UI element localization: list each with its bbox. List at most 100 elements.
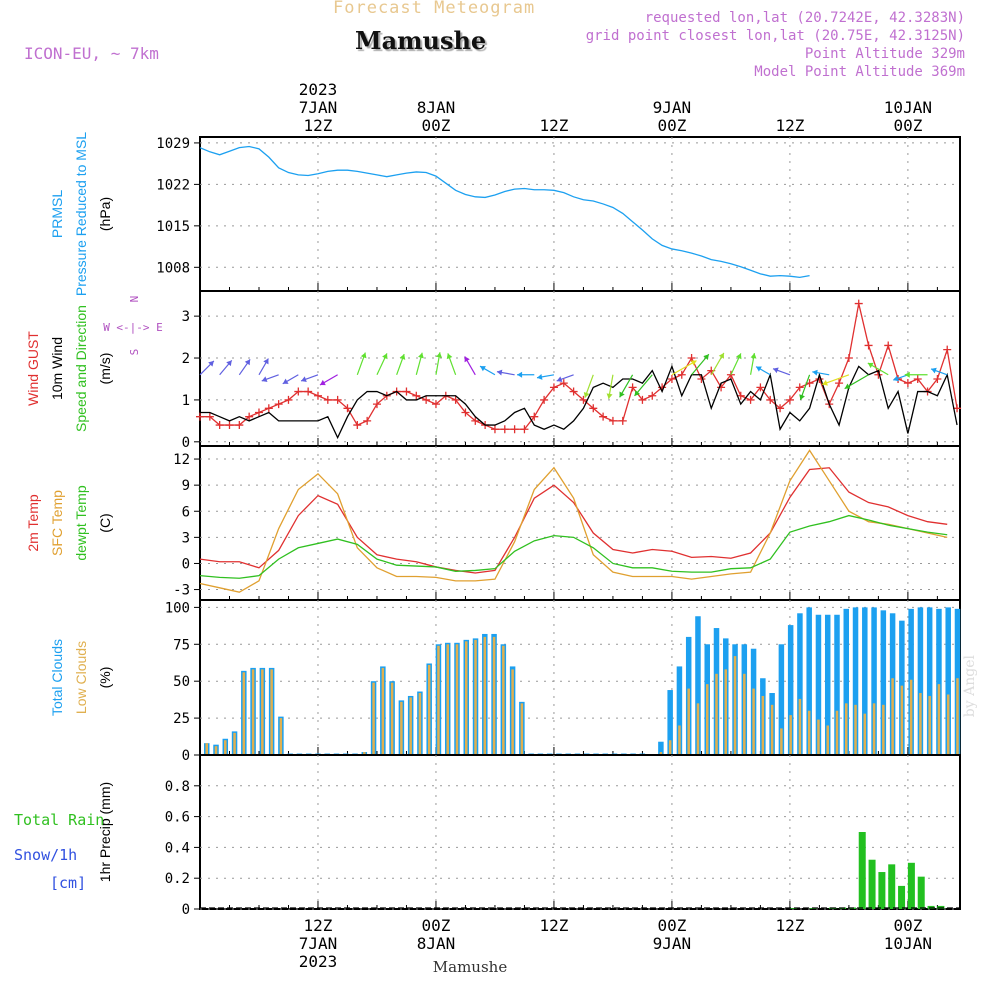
cloud-total-bar <box>834 614 840 755</box>
gust-marker <box>254 408 263 417</box>
cloud-low-bar <box>946 694 950 755</box>
cloud-low-bar <box>696 703 700 755</box>
gust-marker <box>313 391 322 400</box>
cloud-low-bar <box>270 669 273 755</box>
cloud-low-bar <box>418 693 422 755</box>
precip-bar <box>917 876 925 909</box>
cloud-total-bar <box>936 608 942 755</box>
top-time-label: 00Z <box>422 116 451 135</box>
gust-marker <box>864 341 873 350</box>
gust-marker <box>756 383 765 392</box>
compass-north: N <box>128 296 141 303</box>
bottom-time-label: 9JAN <box>653 934 692 953</box>
cloud-low-bar <box>835 710 839 755</box>
gust-marker <box>451 395 460 404</box>
gust-marker <box>500 425 509 434</box>
cloud-low-bar <box>956 678 959 755</box>
gust-marker <box>549 383 558 392</box>
cloud-low-bar <box>687 688 690 755</box>
point-altitude: Point Altitude 329m <box>804 46 965 62</box>
cloud-low-bar <box>733 656 737 755</box>
cloud-total-bar <box>787 625 794 755</box>
series-line-pressure <box>199 145 810 279</box>
gust-marker <box>510 425 519 434</box>
wind-arrow-head <box>464 356 470 363</box>
gust-marker <box>333 395 342 404</box>
gust-marker <box>648 391 657 400</box>
cloud-total-bar <box>852 607 859 755</box>
cloud-low-bar <box>807 710 811 755</box>
cloud-low-bar <box>427 664 431 755</box>
cloud-total-bar <box>806 607 812 755</box>
panel-label: (hPa) <box>97 197 113 231</box>
wind-arrow-head <box>301 376 307 383</box>
cloud-low-bar <box>224 740 227 755</box>
y-tick-label: 0 <box>182 902 190 918</box>
wind-arrow-head <box>360 352 367 359</box>
wind-arrow-head <box>418 352 424 359</box>
y-tick-label: 0.6 <box>165 810 190 826</box>
series-line-wind-gust <box>200 303 958 430</box>
wind-arrow-head <box>756 366 762 372</box>
gust-marker <box>304 387 313 396</box>
cloud-low-bar <box>761 695 765 755</box>
gust-marker <box>422 395 431 404</box>
gust-marker <box>913 374 922 383</box>
gust-marker <box>903 379 912 388</box>
gust-marker <box>412 391 421 400</box>
gust-marker <box>471 416 480 425</box>
wind-arrow-head <box>893 375 899 382</box>
panel-frame-wind <box>199 290 961 447</box>
cloud-total-bar <box>658 741 664 755</box>
cloud-low-bar <box>372 682 375 755</box>
wind-arrow-head <box>244 359 251 366</box>
cloud-low-bar <box>752 688 755 755</box>
cloud-low-bar <box>390 682 394 755</box>
cloud-low-bar <box>251 669 255 755</box>
y-tick-label: 12 <box>173 452 190 468</box>
model-altitude: Model Point Altitude 369m <box>754 64 965 80</box>
wind-arrow-head <box>480 366 486 372</box>
cloud-low-bar <box>668 740 672 755</box>
cloud-low-bar <box>928 695 931 755</box>
y-tick-label: -3 <box>173 583 190 599</box>
cloud-low-bar <box>400 701 403 755</box>
gust-marker <box>943 345 952 354</box>
wind-arrow-head <box>822 379 828 386</box>
cloud-low-bar <box>900 685 904 755</box>
panel-label: Low Clouds <box>73 641 89 714</box>
top-time-label: 00Z <box>893 116 922 135</box>
gust-marker <box>225 421 234 430</box>
gust-marker <box>245 412 254 421</box>
gust-marker <box>284 395 293 404</box>
cloud-low-bar <box>770 704 774 755</box>
gust-marker <box>215 421 224 430</box>
forecast-label: Forecast Meteogram <box>333 0 536 18</box>
wind-arrow-head <box>208 360 214 367</box>
gust-marker <box>274 400 283 409</box>
y-tick-label: 50 <box>173 674 190 690</box>
wind-arrow-head <box>772 367 779 374</box>
top-time-label: 2023 <box>299 80 338 99</box>
cloud-total-bar <box>797 613 803 755</box>
gust-marker <box>628 383 637 392</box>
y-tick-label: 3 <box>182 309 190 325</box>
panel-label: (%) <box>97 667 113 689</box>
wind-arrow-head <box>382 353 388 360</box>
wind-arrow-head <box>690 360 697 366</box>
cloud-low-bar <box>261 669 264 755</box>
bottom-time-label: 00Z <box>422 916 451 935</box>
cloud-low-bar <box>520 703 524 755</box>
cloud-low-bar <box>233 732 236 755</box>
footer-station-label: Mamushe <box>433 958 508 976</box>
cloud-low-bar <box>891 678 894 755</box>
bottom-time-label: 7JAN <box>299 934 338 953</box>
gust-marker <box>844 354 853 363</box>
gust-marker <box>530 412 539 421</box>
gust-marker <box>776 404 785 413</box>
wind-arrow-head <box>282 378 289 384</box>
wind-arrow-head <box>583 391 590 398</box>
cloud-low-bar <box>817 719 820 755</box>
cloud-total-bar <box>843 608 850 755</box>
y-tick-label: 1008 <box>156 260 190 276</box>
